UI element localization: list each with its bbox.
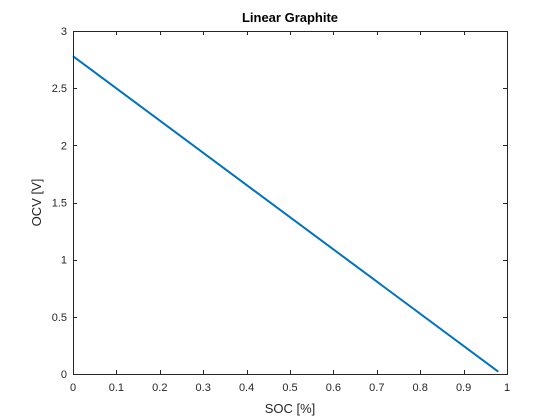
axis-ticks: 0 0.1 0.2 0.3 0.4 0.5 0.6 0.7 0.8 0.9 1 0 0.5 1 1.5 2 2.… — [52, 26, 510, 394]
y-axis-label: OCV [V] — [29, 179, 44, 227]
chart-title: Linear Graphite — [242, 10, 338, 25]
x-tick-label: 0.3 — [196, 382, 211, 394]
x-tick-label: 0.8 — [413, 382, 428, 394]
x-tick-label: 0.9 — [456, 382, 471, 394]
x-tick-label: 0.1 — [109, 382, 124, 394]
x-tick-label: 0.5 — [282, 382, 297, 394]
x-tick-label: 0.4 — [239, 382, 254, 394]
plot-frame — [73, 31, 508, 375]
x-tick-label: 0.2 — [152, 382, 167, 394]
series-line — [72, 55, 499, 373]
series-layer — [72, 55, 499, 373]
plot-area — [73, 31, 507, 374]
y-tick-label: 0 — [61, 369, 67, 381]
y-tick-label: 0.5 — [52, 312, 67, 324]
y-tick-label: 2.5 — [52, 83, 67, 95]
x-tick-label: 1 — [504, 382, 510, 394]
y-tick-label: 1.5 — [52, 198, 67, 210]
y-tick-label: 1 — [61, 255, 67, 267]
y-tick-label: 2 — [61, 140, 67, 152]
x-tick-label: 0.7 — [369, 382, 384, 394]
x-axis-label: SOC [%] — [265, 401, 316, 416]
x-tick-label: 0 — [70, 382, 76, 394]
y-tick-label: 3 — [61, 26, 67, 38]
x-tick-label: 0.6 — [326, 382, 341, 394]
